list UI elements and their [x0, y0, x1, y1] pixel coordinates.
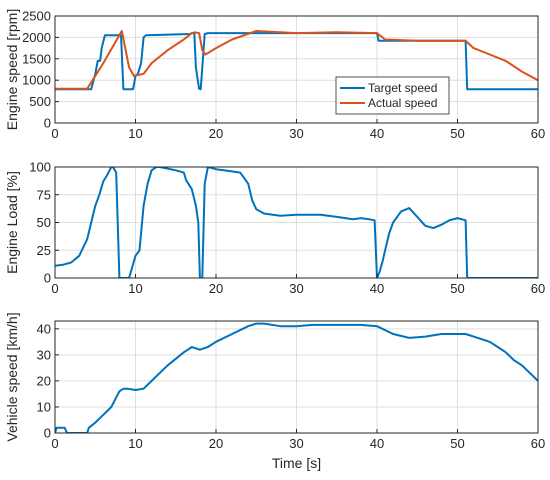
x-tick-label: 20 — [209, 436, 223, 451]
y-tick-label: 25 — [37, 243, 51, 258]
x-tick-label: 30 — [289, 436, 303, 451]
x-tick-label: 50 — [450, 126, 464, 141]
y-tick-label: 1500 — [22, 51, 51, 66]
x-tick-label: 60 — [531, 126, 545, 141]
x-tick-label: 50 — [450, 436, 464, 451]
y-tick-label: 75 — [37, 187, 51, 202]
legend-label: Target speed — [368, 81, 437, 95]
x-tick-label: 60 — [531, 281, 545, 296]
x-axis-label: Time [s] — [272, 455, 321, 471]
x-tick-label: 20 — [209, 281, 223, 296]
y-axis-label: Engine Load [%] — [4, 171, 20, 274]
y-tick-label: 20 — [37, 373, 51, 388]
y-tick-label: 0 — [44, 426, 51, 441]
y-axis-label: Vehicle speed [km/h] — [4, 312, 20, 441]
y-tick-label: 30 — [37, 347, 51, 362]
x-tick-label: 10 — [128, 436, 142, 451]
x-tick-label: 50 — [450, 281, 464, 296]
series-line-data — [55, 167, 538, 278]
x-tick-label: 30 — [289, 281, 303, 296]
y-tick-label: 500 — [29, 94, 51, 109]
chart-panel-3: 0 10 20 30 40 50 60 0 10 20 30 40 Vehicle speed [km/… — [4, 312, 545, 471]
y-tick-label: 100 — [29, 160, 51, 175]
y-tick-label: 10 — [37, 399, 51, 414]
series-line-data — [55, 322, 538, 433]
x-tick-label: 40 — [370, 436, 384, 451]
y-tick-label: 0 — [44, 271, 51, 286]
chart-panel-1: 0 10 20 30 40 50 60 0 500 1000 1500 2000 2500Engine … — [4, 9, 545, 142]
y-tick-label: 0 — [44, 116, 51, 131]
x-tick-label: 0 — [51, 436, 58, 451]
chart-panel-2: 0 10 20 30 40 50 60 0 25 50 75 100 Engine Load [%] — [4, 160, 545, 297]
y-tick-label: 1000 — [22, 73, 51, 88]
y-tick-label: 2000 — [22, 30, 51, 45]
x-tick-label: 10 — [128, 126, 142, 141]
x-tick-label: 40 — [370, 281, 384, 296]
x-tick-label: 10 — [128, 281, 142, 296]
y-tick-label: 40 — [37, 321, 51, 336]
x-tick-label: 20 — [209, 126, 223, 141]
series-line-target-speed — [55, 32, 538, 91]
y-tick-label: 50 — [37, 215, 51, 230]
x-tick-label: 30 — [289, 126, 303, 141]
x-tick-label: 40 — [370, 126, 384, 141]
legend-label: Actual speed — [368, 96, 437, 110]
x-tick-label: 0 — [51, 126, 58, 141]
y-tick-label: 2500 — [22, 9, 51, 24]
y-axis-label: Engine speed [rpm] — [4, 9, 20, 130]
x-tick-label: 0 — [51, 281, 58, 296]
legend-box — [335, 76, 450, 115]
x-tick-label: 60 — [531, 436, 545, 451]
series-line-actual-speed — [55, 30, 538, 90]
